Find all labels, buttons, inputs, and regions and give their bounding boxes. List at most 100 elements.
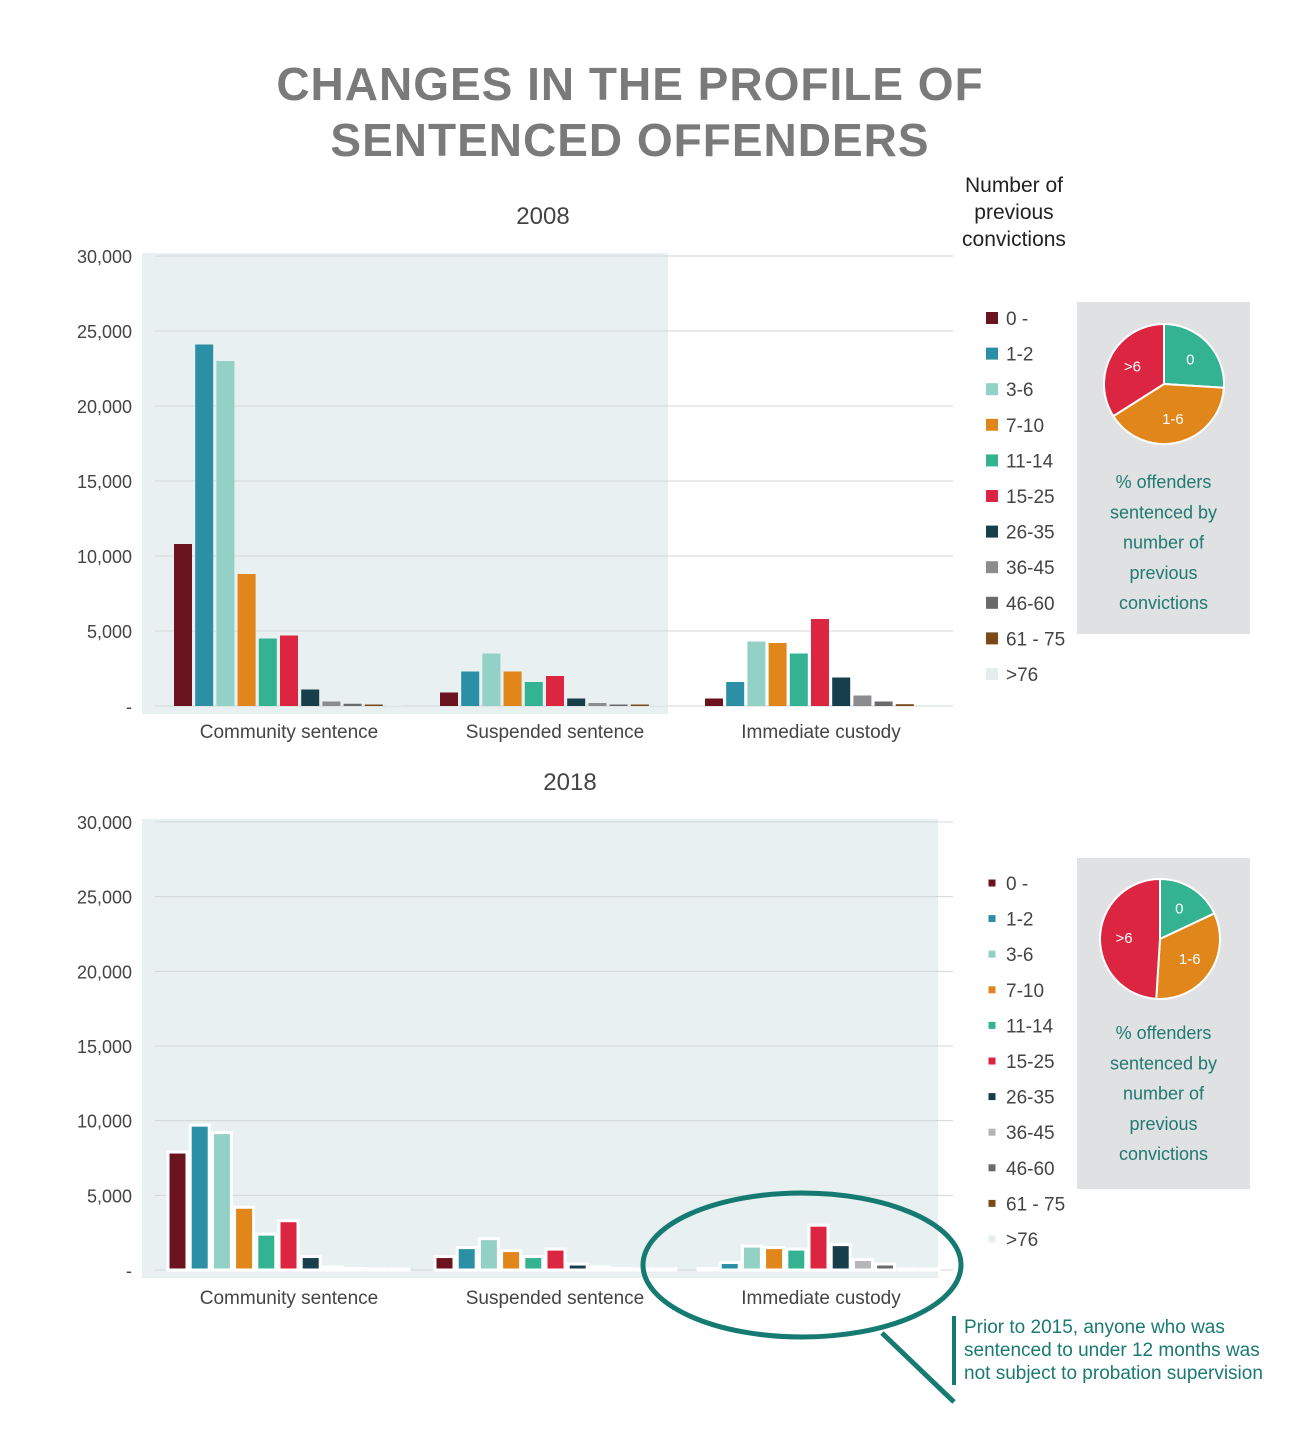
- legend-swatch: [988, 1021, 996, 1029]
- legend-swatch: [988, 879, 996, 887]
- legend-label: >76: [1006, 1230, 1038, 1251]
- x-category-label: Immediate custody: [741, 1288, 901, 1309]
- pie-slice-label: >6: [1124, 359, 1141, 376]
- bar: [566, 1262, 589, 1272]
- legend-label: 36-45: [1006, 1123, 1055, 1144]
- y-tick-label: 20,000: [77, 397, 132, 417]
- bar: [188, 1123, 211, 1272]
- bar: [386, 705, 404, 706]
- pie-caption-line: number of: [1123, 533, 1205, 553]
- legend-label: 15-25: [1006, 1052, 1055, 1073]
- bar: [322, 701, 341, 706]
- bar: [277, 1219, 300, 1272]
- legend-label: 46-60: [1006, 1159, 1055, 1180]
- pie-slice-label: >6: [1115, 930, 1132, 947]
- legend-swatch: [986, 490, 998, 502]
- legend-swatch: [988, 1057, 996, 1065]
- legend-swatch: [986, 454, 998, 467]
- bar: [807, 1223, 830, 1272]
- pie-slice-label: 1-6: [1179, 951, 1201, 968]
- bar: [503, 671, 522, 706]
- legend-label: 36-45: [1006, 558, 1055, 579]
- page-title: CHANGES IN THE PROFILE OF SENTENCED OFFE…: [0, 56, 1260, 168]
- legend-swatch: [986, 312, 998, 324]
- pie-slice: [1155, 912, 1221, 1000]
- bar: [718, 1261, 741, 1272]
- legend-swatch: [986, 561, 998, 574]
- bar: [768, 643, 787, 706]
- pie-slice: [1099, 877, 1161, 1000]
- bar: [255, 1232, 278, 1272]
- legend-swatch: [986, 347, 998, 360]
- pie-caption-line: previous: [1129, 563, 1197, 583]
- page-title-line-1: CHANGES IN THE PROFILE OF: [276, 58, 984, 110]
- bar: [747, 641, 766, 706]
- legend-swatch: [986, 668, 998, 680]
- legend-label: 1-2: [1006, 910, 1033, 931]
- bar: [233, 1205, 256, 1272]
- bar: [918, 1267, 941, 1272]
- chart-title: 2008: [516, 203, 569, 230]
- legend-label: 11-14: [1006, 1016, 1054, 1037]
- bar: [433, 1255, 456, 1272]
- pie-slice: [1163, 322, 1225, 389]
- legend-swatch: [988, 1093, 996, 1101]
- legend-label: 7-10: [1006, 416, 1044, 437]
- x-category-label: Immediate custody: [741, 722, 901, 743]
- y-tick-label: 15,000: [77, 1037, 132, 1057]
- bar: [301, 689, 320, 706]
- bar: [740, 1244, 763, 1272]
- bar: [461, 671, 480, 706]
- bar: [705, 698, 723, 706]
- legend-swatch: [986, 632, 998, 645]
- bar: [321, 1265, 344, 1272]
- pie-caption-line: % offenders: [1116, 1023, 1212, 1043]
- y-tick-label: 30,000: [77, 247, 132, 267]
- bar: [166, 1150, 189, 1272]
- bar: [366, 1267, 389, 1272]
- y-tick-label: 25,000: [77, 322, 132, 342]
- bar: [388, 1267, 411, 1272]
- bar: [524, 682, 543, 706]
- x-category-label: Community sentence: [200, 722, 378, 743]
- legend-label: 1-2: [1006, 345, 1033, 366]
- x-category-label: Suspended sentence: [466, 1288, 645, 1309]
- pie-caption-line: previous: [1129, 1114, 1197, 1134]
- bar: [851, 1258, 874, 1272]
- bar: [477, 1237, 500, 1272]
- legend-swatch: [988, 915, 996, 923]
- annotation-note: Prior to 2015, anyone who was sentenced …: [952, 1316, 1284, 1385]
- legend-label: >76: [1006, 665, 1038, 686]
- y-tick-label: 10,000: [77, 1112, 132, 1132]
- pie-caption-line: convictions: [1119, 1144, 1208, 1164]
- chart-2018: 2018 - 5,000 10,000 15,000 20,000 25,000 30,000…: [77, 769, 1250, 1309]
- pie-caption-line: sentenced by: [1110, 502, 1217, 522]
- x-category-label: Community sentence: [200, 1288, 378, 1309]
- bar: [789, 653, 808, 706]
- bar: [546, 676, 564, 706]
- pie-slice-label: 0: [1186, 351, 1194, 368]
- bar: [588, 1265, 611, 1272]
- pie-caption-line: convictions: [1119, 593, 1208, 613]
- bar: [652, 705, 670, 706]
- highlight-ellipse: [640, 1190, 964, 1340]
- legend-swatch: [988, 1128, 996, 1136]
- bar: [237, 574, 256, 706]
- y-tick-label: 10,000: [77, 547, 132, 567]
- legend-swatch: [986, 596, 998, 609]
- pie-caption-line: sentenced by: [1110, 1053, 1217, 1073]
- bar: [567, 698, 586, 706]
- chart-2008: 2008 - 5,000 10,000 15,000 20,000 25,000 30,000…: [77, 203, 1250, 743]
- legend-label: 7-10: [1006, 981, 1044, 1002]
- legend-label: 0 -: [1006, 309, 1028, 330]
- pie-slice: [1159, 877, 1216, 941]
- bar: [785, 1247, 808, 1272]
- bar: [696, 1267, 719, 1272]
- legend-swatch: [988, 1235, 996, 1243]
- bar: [874, 1262, 897, 1272]
- bar: [896, 1267, 919, 1272]
- bar: [210, 1131, 233, 1272]
- bar: [655, 1267, 678, 1272]
- bar: [874, 701, 893, 706]
